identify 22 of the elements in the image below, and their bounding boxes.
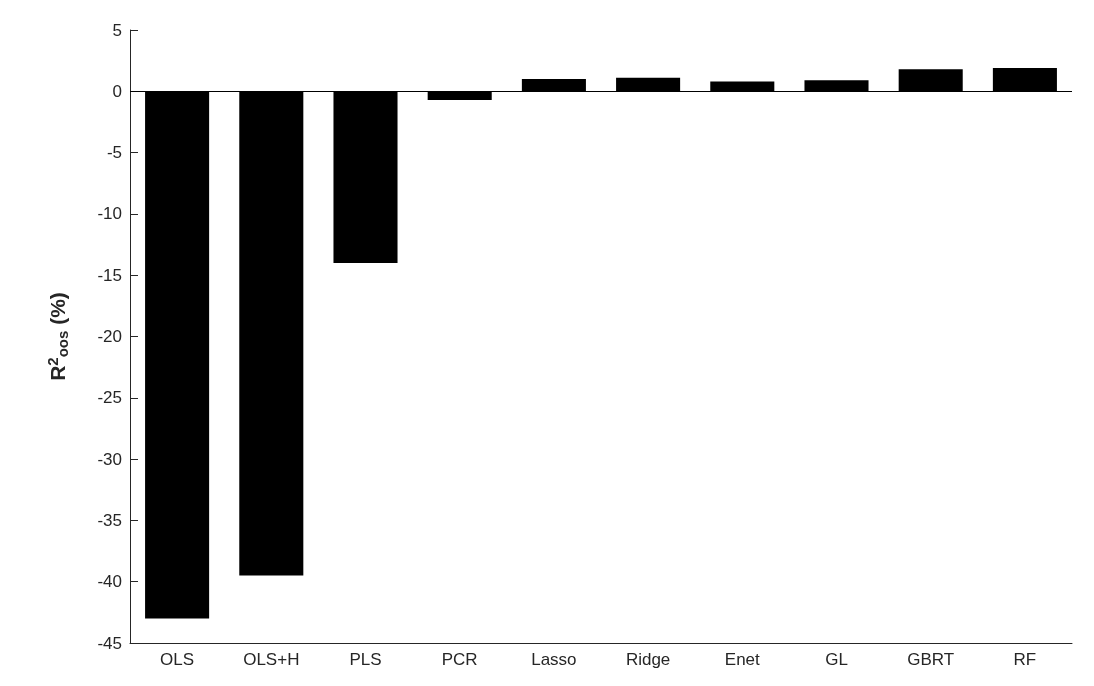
x-tick-label: GL	[825, 650, 848, 669]
y-tick-label: 5	[112, 20, 122, 40]
y-tick-label: -25	[97, 388, 122, 408]
y-tick-label: -40	[97, 572, 122, 592]
y-tick-label: 0	[112, 81, 122, 101]
y-tick-label: -20	[97, 327, 122, 346]
y-axis-title: R2oos (%)	[44, 292, 71, 381]
x-tick-label: Ridge	[625, 650, 671, 669]
x-tick-label: OLS+H	[243, 650, 300, 669]
x-tick-label: GBRT	[907, 650, 955, 669]
x-tick-label: Enet	[724, 650, 761, 669]
y-tick-label: -5	[106, 143, 122, 163]
y-tick-label: -10	[97, 204, 122, 224]
y-tick-label: -35	[97, 510, 122, 530]
y-tick-label: -30	[97, 449, 122, 469]
y-tick-label: -45	[97, 633, 122, 653]
x-tick-label: RF	[1013, 650, 1037, 669]
y-tick-label: -15	[97, 265, 122, 285]
x-tick-label: PLS	[349, 650, 382, 669]
x-tick-label: Lasso	[531, 650, 577, 669]
x-tick-label: PCR	[441, 650, 478, 669]
x-tick-label: OLS	[160, 650, 195, 669]
